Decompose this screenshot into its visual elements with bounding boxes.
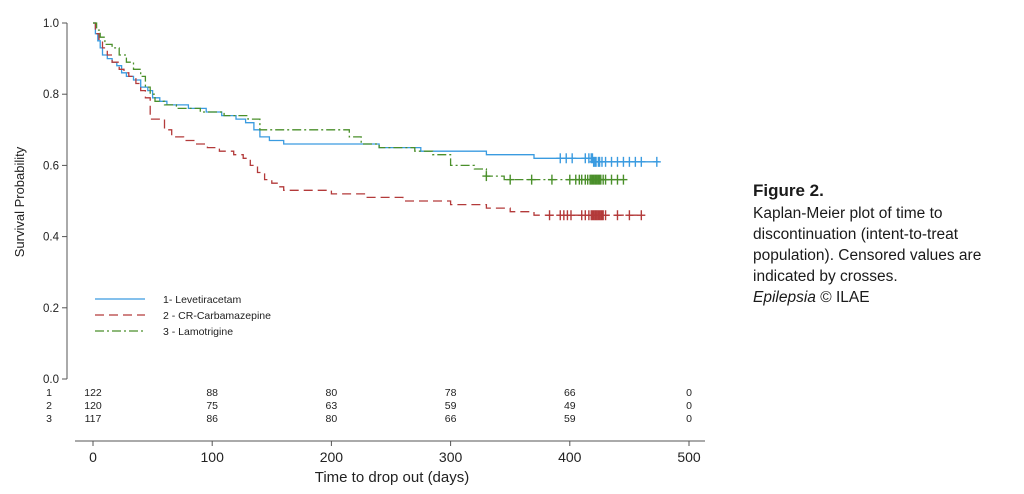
kaplan-meier-chart: 0.00.20.40.60.81.00 100 200 300 400 500 1- Le… [12,18,705,486]
legend-label-2: 2 - CR-Carbamazepine [163,310,271,322]
risk-cell: 86 [206,413,218,425]
risk-row-label: 3 [46,413,52,425]
survival-curves [93,22,660,216]
risk-cell: 59 [445,400,457,412]
x-tick-label: 300 [439,449,463,465]
series-line-1 [93,22,660,163]
risk-cell: 80 [326,413,338,425]
risk-cell: 117 [85,413,102,425]
x-tick-label: 400 [558,449,582,465]
risk-cell: 0 [686,387,692,399]
caption-credit: © ILAE [820,289,870,306]
y-tick-label: 0.0 [43,374,59,386]
x-tick-label: 0 [89,449,97,465]
risk-cell: 120 [84,400,102,412]
legend-label-1: 1- Levetiracetam [163,294,241,306]
risk-cell: 49 [564,400,576,412]
y-tick-label: 0.4 [43,232,60,244]
risk-table: 1 122 88 80 78 66 02 120 75 63 59 49 03 117 86 80 66 59 0 [46,387,692,425]
x-axis-label: Time to drop out (days) [315,469,470,486]
risk-cell: 80 [326,387,338,399]
risk-cell: 75 [206,400,218,412]
figure-caption: Figure 2. Kaplan-Meier plot of time to d… [753,180,1015,308]
risk-cell: 0 [686,413,692,425]
axes: 0.00.20.40.60.81.00 100 200 300 400 500 [43,18,705,465]
risk-cell: 0 [686,400,692,412]
series-line-2 [93,22,642,216]
risk-cell: 122 [84,387,102,399]
caption-credit-line: Epilepsia © ILAE [753,287,1015,308]
caption-title: Figure 2. [753,181,824,200]
risk-row-label: 1 [46,387,52,399]
risk-cell: 59 [564,413,576,425]
y-tick-label: 0.8 [43,89,59,101]
x-tick-label: 500 [677,449,701,465]
y-tick-label: 1.0 [43,18,59,30]
risk-row-label: 2 [46,400,52,412]
censor-marks [482,153,661,221]
risk-cell: 88 [206,387,218,399]
risk-cell: 66 [564,387,576,399]
caption-journal: Epilepsia [753,289,816,306]
legend-label-3: 3 - Lamotrigine [163,326,233,338]
y-axis-label: Survival Probability [12,146,27,257]
risk-cell: 66 [445,413,457,425]
risk-cell: 78 [445,387,457,399]
y-tick-label: 0.2 [43,303,59,315]
caption-text: Kaplan-Meier plot of time to discontinua… [753,205,982,285]
series-line-3 [93,22,624,181]
x-tick-label: 200 [320,449,344,465]
y-tick-label: 0.6 [43,160,59,172]
x-tick-label: 100 [201,449,225,465]
legend: 1- Levetiracetam 2 - CR-Carbamazepine 3 - … [95,294,271,338]
risk-cell: 63 [326,400,338,412]
